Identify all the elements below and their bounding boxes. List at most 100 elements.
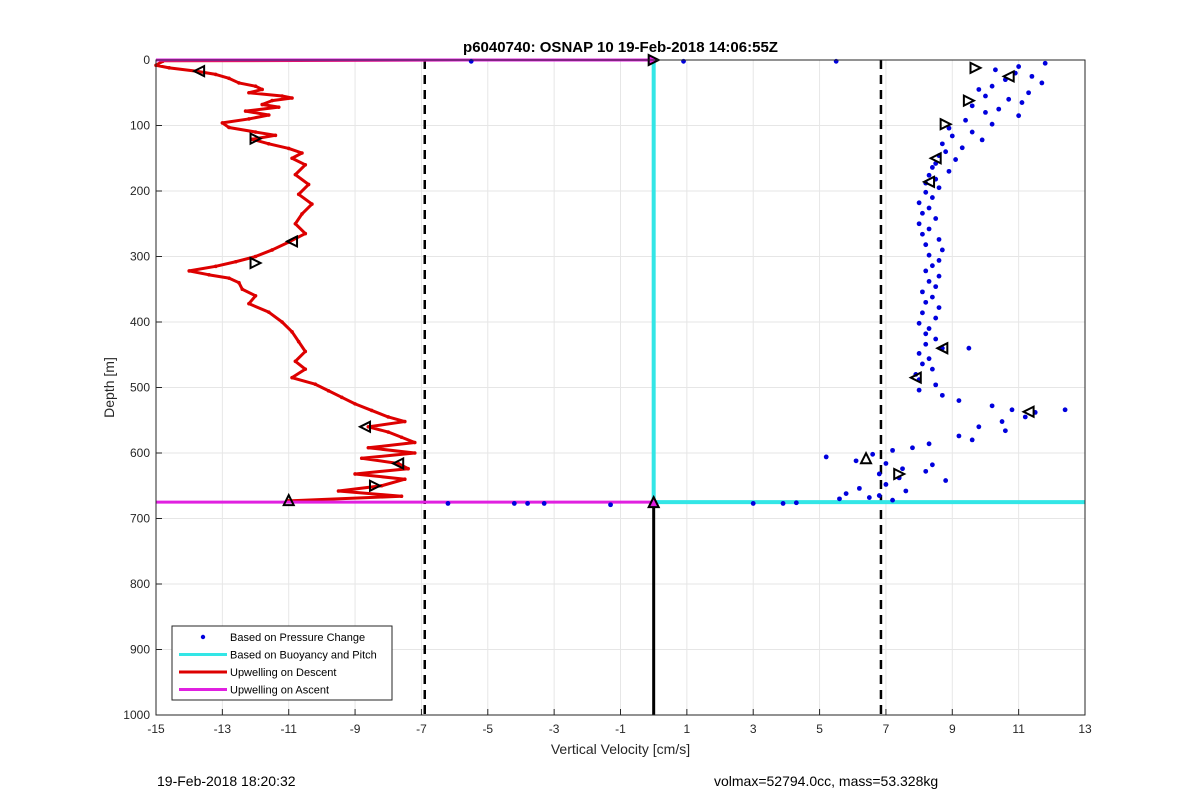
pressure-point [1016, 64, 1022, 69]
y-tick-label: 800 [130, 577, 150, 591]
pressure-point [823, 454, 829, 460]
y-tick-label: 900 [130, 643, 150, 657]
descent-point [303, 367, 308, 371]
legend-label: Based on Buoyancy and Pitch [230, 650, 377, 662]
pressure-point [983, 110, 988, 115]
pressure-point [1009, 407, 1015, 413]
pressure-point [936, 258, 942, 263]
x-axis-label: Vertical Velocity [cm/s] [551, 741, 690, 757]
pressure-point [1029, 73, 1035, 79]
x-tick-label: -13 [214, 722, 232, 736]
descent-point [290, 330, 294, 334]
pressure-point [750, 501, 756, 506]
descent-point [267, 142, 271, 146]
pressure-point [1022, 414, 1028, 420]
pressure-point [936, 237, 942, 242]
pressure-point [959, 145, 965, 151]
pressure-point [1062, 407, 1068, 413]
footer-volmax-mass: volmax=52794.0cc, mass=53.328kg [714, 773, 939, 789]
chart-title: p6040740: OSNAP 10 19-Feb-2018 14:06:55Z [463, 39, 778, 56]
pressure-point [920, 310, 925, 316]
descent-point [290, 96, 294, 100]
pressure-point [910, 445, 915, 451]
pressure-point [983, 93, 988, 99]
y-tick-label: 1000 [123, 708, 150, 722]
descent-point [237, 81, 241, 85]
descent-point [366, 445, 371, 450]
direction-marker [368, 479, 383, 493]
descent-point [227, 276, 231, 280]
pressure-point [870, 451, 876, 457]
pressure-point [936, 185, 942, 191]
pressure-point [989, 83, 995, 89]
descent-point [167, 66, 172, 70]
pressure-point [853, 458, 859, 464]
descent-point [303, 349, 308, 354]
pressure-point [900, 466, 905, 472]
descent-point [207, 273, 211, 277]
pressure-point [1016, 113, 1022, 119]
descent-point [300, 212, 304, 216]
direction-marker [921, 175, 936, 189]
pressure-point [956, 398, 962, 403]
descent-point [247, 301, 251, 306]
legend-label: Upwelling on Ascent [230, 685, 329, 697]
descent-point [340, 395, 344, 400]
pressure-point [876, 471, 882, 477]
pressure-point [923, 468, 929, 474]
descent-point [240, 287, 245, 292]
direction-marker [859, 451, 873, 465]
pressure-point [976, 424, 982, 430]
descent-point [406, 466, 410, 471]
pressure-point [936, 273, 942, 279]
pressure-point [963, 117, 968, 123]
x-tick-label: -9 [350, 722, 361, 736]
x-tick-label: 13 [1078, 722, 1092, 736]
y-tick-label: 500 [130, 381, 150, 395]
pressure-point [993, 67, 998, 73]
direction-marker [939, 117, 953, 131]
descent-point [326, 388, 331, 393]
descent-point [293, 359, 298, 364]
direction-marker [1021, 405, 1035, 419]
pressure-point [926, 172, 932, 178]
legend: Based on Pressure Change Based on Buoyanc… [171, 625, 393, 701]
pressure-point [966, 345, 972, 351]
direction-marker [928, 151, 942, 165]
pressure-point [780, 501, 786, 506]
descent-point [353, 472, 357, 476]
y-axis-label: Depth [m] [101, 357, 117, 418]
legend-dot-swatch [200, 634, 206, 640]
series-buoyancy-pitch [651, 60, 1085, 505]
legend-items: Based on Pressure Change Based on Buoyanc… [179, 632, 377, 697]
descent-point [300, 151, 304, 155]
descent-point [396, 461, 401, 466]
descent-point [253, 130, 258, 134]
pressure-point [883, 461, 889, 466]
descent-point [386, 415, 391, 419]
pressure-point [876, 493, 882, 498]
pressure-point [933, 382, 939, 388]
pressure-point [923, 242, 929, 248]
descent-point [303, 163, 308, 167]
pressure-point [920, 361, 925, 367]
pressure-point [929, 366, 935, 372]
descent-point [296, 192, 301, 197]
pressure-point [929, 165, 935, 170]
pressure-point [926, 326, 932, 331]
pressure-point [969, 103, 975, 109]
pressure-point [923, 331, 929, 337]
pressure-point [923, 268, 929, 274]
pressure-point [943, 478, 949, 483]
x-axis-ticks: -15 -13 -11 -9 -7 -5 -3 -1 1 3 5 7 9 11 13 [147, 709, 1092, 736]
legend-entry: Upwelling on Ascent [179, 685, 329, 697]
descent-point [267, 310, 271, 314]
descent-point [260, 87, 264, 92]
x-tick-label: -1 [615, 722, 626, 736]
y-tick-label: 0 [143, 53, 150, 67]
x-tick-label: 7 [883, 722, 890, 736]
descent-point [247, 117, 251, 121]
direction-marker [390, 456, 405, 471]
descent-point [399, 494, 404, 499]
pressure-point [916, 200, 922, 206]
